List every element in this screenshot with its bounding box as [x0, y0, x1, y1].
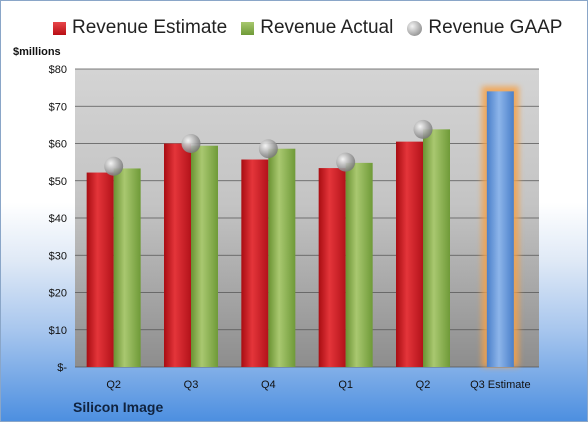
- marker-revenue-gaap: [258, 139, 278, 159]
- y-tick-label: $40: [49, 213, 67, 225]
- x-tick-label: Q3 Estimate: [470, 379, 531, 391]
- bar-revenue-actual: [268, 148, 296, 367]
- legend: Revenue Estimate Revenue Actual Revenue …: [53, 17, 562, 39]
- legend-swatch-revenue-gaap: [407, 20, 423, 36]
- legend-label-revenue-estimate: Revenue Estimate: [72, 17, 228, 38]
- bar-revenue-actual: [423, 129, 450, 367]
- y-tick-label: $70: [49, 101, 67, 113]
- y-tick-label: $50: [49, 176, 67, 188]
- company-name: Silicon Image: [73, 399, 164, 415]
- x-tick-label: Q2: [416, 379, 431, 391]
- x-tick-label: Q1: [338, 379, 353, 391]
- bar-revenue-actual: [113, 168, 141, 367]
- y-axis-unit-label: $millions: [13, 46, 61, 58]
- x-tick-label: Q4: [261, 379, 276, 391]
- bar-revenue-estimate: [164, 143, 191, 367]
- y-tick-label: $80: [49, 64, 67, 76]
- legend-swatch-revenue-estimate: [53, 21, 66, 35]
- bar-revenue-estimate: [396, 141, 423, 367]
- y-tick-label: $10: [49, 325, 67, 337]
- y-tick-label: $60: [49, 139, 67, 151]
- bar-revenue-actual: [345, 162, 373, 367]
- bar-revenue-actual: [191, 145, 218, 367]
- bar-q3-estimate: [486, 91, 514, 367]
- legend-item-revenue-estimate: Revenue Estimate: [53, 17, 227, 39]
- bar-revenue-estimate: [318, 168, 346, 367]
- bar-revenue-estimate: [241, 159, 269, 367]
- legend-swatch-revenue-actual: [241, 21, 255, 35]
- marker-revenue-gaap: [104, 156, 124, 176]
- marker-revenue-gaap: [181, 134, 201, 153]
- marker-revenue-gaap: [413, 119, 433, 139]
- legend-item-revenue-actual: Revenue Actual: [241, 17, 393, 39]
- y-tick-label: $20: [49, 288, 67, 300]
- x-tick-label: Q2: [106, 379, 121, 391]
- x-tick-label: Q3: [184, 379, 199, 391]
- legend-label-revenue-gaap: Revenue GAAP: [428, 17, 563, 38]
- bar-revenue-estimate: [86, 172, 114, 367]
- legend-label-revenue-actual: Revenue Actual: [260, 17, 394, 38]
- legend-item-revenue-gaap: Revenue GAAP: [407, 17, 562, 39]
- marker-revenue-gaap: [336, 152, 356, 172]
- y-tick-label: $-: [57, 362, 67, 374]
- y-tick-label: $30: [49, 250, 67, 262]
